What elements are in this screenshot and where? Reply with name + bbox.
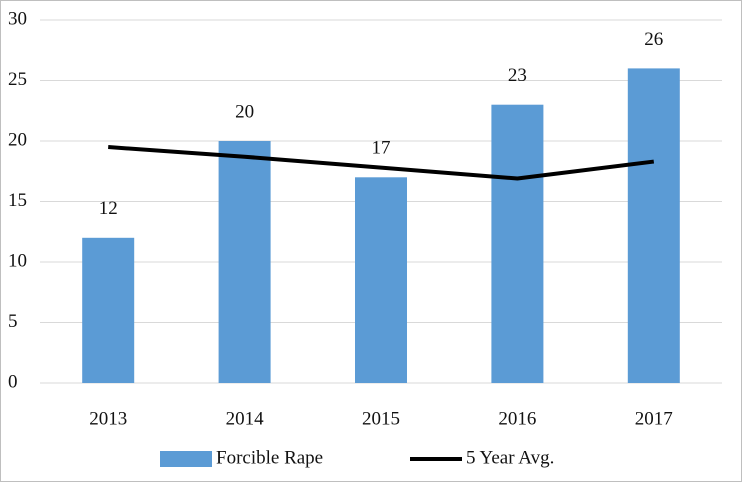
legend-label: 5 Year Avg. bbox=[466, 447, 554, 468]
data-label: 20 bbox=[235, 101, 254, 122]
y-tick-label: 25 bbox=[8, 69, 27, 90]
x-tick-label: 2017 bbox=[635, 408, 673, 429]
y-tick-label: 15 bbox=[8, 190, 27, 211]
avg-line bbox=[108, 145, 655, 181]
y-tick-label: 20 bbox=[8, 129, 27, 150]
y-tick-label: 30 bbox=[8, 8, 27, 29]
data-label: 12 bbox=[99, 198, 118, 219]
bar bbox=[627, 68, 680, 384]
data-label: 17 bbox=[372, 138, 391, 159]
bar bbox=[82, 237, 135, 383]
legend-swatch bbox=[160, 451, 212, 467]
x-tick-label: 2013 bbox=[89, 408, 127, 429]
bar bbox=[218, 141, 271, 383]
legend-label: Forcible Rape bbox=[216, 447, 323, 468]
y-tick-label: 0 bbox=[8, 371, 18, 392]
bar bbox=[491, 104, 544, 383]
y-tick-label: 5 bbox=[8, 311, 18, 332]
data-label: 23 bbox=[508, 65, 527, 86]
data-label: 26 bbox=[644, 29, 663, 50]
x-tick-label: 2016 bbox=[498, 408, 536, 429]
x-tick-label: 2014 bbox=[226, 408, 265, 429]
x-tick-label: 2015 bbox=[362, 408, 400, 429]
y-tick-label: 10 bbox=[8, 250, 27, 271]
bar bbox=[355, 177, 407, 383]
